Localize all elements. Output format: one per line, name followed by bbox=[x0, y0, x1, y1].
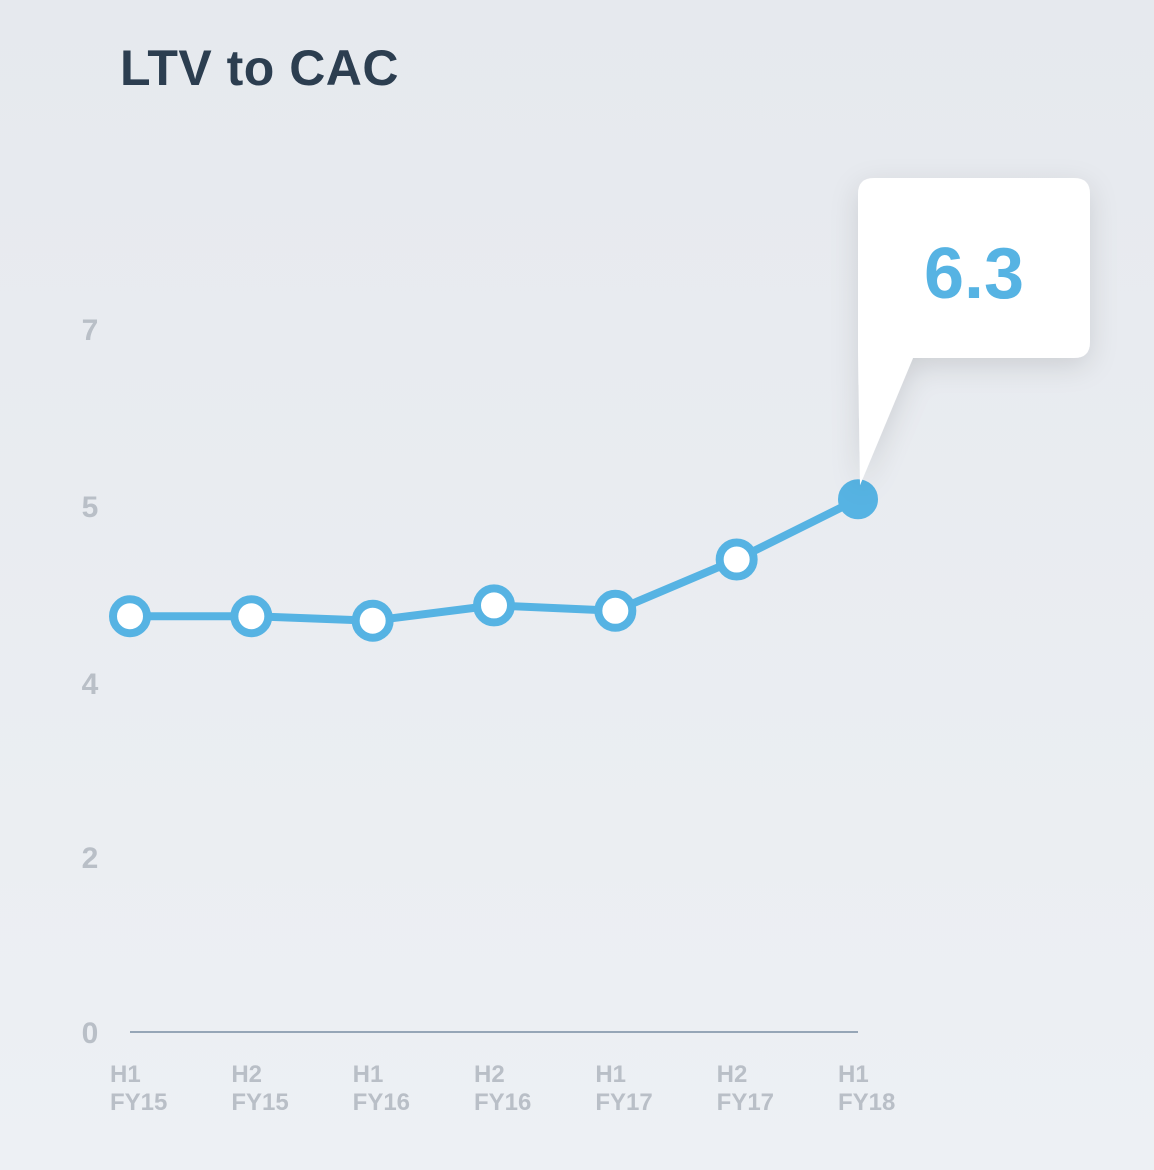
y-axis: 0 2 4 5 7 bbox=[82, 314, 99, 1050]
x-tick-label: FY16 bbox=[474, 1089, 531, 1116]
series-layer bbox=[109, 479, 878, 642]
x-tick-label: FY17 bbox=[717, 1089, 774, 1116]
y-tick-label: 2 bbox=[82, 842, 99, 875]
x-tick-label: FY15 bbox=[110, 1089, 167, 1116]
data-point[interactable] bbox=[109, 595, 151, 638]
y-tick-label: 5 bbox=[82, 491, 99, 524]
x-tick-label: FY18 bbox=[838, 1089, 895, 1116]
x-tick-label: FY15 bbox=[231, 1089, 288, 1116]
x-tick-label: H2 bbox=[717, 1061, 748, 1088]
x-tick-label: H1 bbox=[595, 1061, 626, 1088]
data-point[interactable] bbox=[594, 589, 637, 632]
data-point[interactable] bbox=[473, 584, 515, 627]
x-axis: H1FY15H2FY15H1FY16H2FY16H1FY17H2FY17H1FY… bbox=[110, 1031, 895, 1116]
y-tick-label: 4 bbox=[82, 668, 99, 701]
highlighted-data-point[interactable] bbox=[838, 479, 878, 520]
x-tick-label: H1 bbox=[110, 1061, 141, 1088]
y-tick-label: 7 bbox=[82, 314, 99, 347]
data-point[interactable] bbox=[715, 538, 758, 581]
data-point[interactable] bbox=[351, 599, 394, 642]
y-tick-label: 0 bbox=[82, 1017, 99, 1050]
x-tick-label: FY16 bbox=[353, 1089, 410, 1116]
tooltip-callout bbox=[858, 178, 1090, 486]
chart-title: LTV to CAC bbox=[120, 40, 400, 96]
data-point[interactable] bbox=[230, 595, 273, 638]
x-tick-label: H2 bbox=[231, 1061, 262, 1088]
tooltip-layer: 6.3 bbox=[858, 178, 1090, 486]
x-tick-label: FY17 bbox=[595, 1089, 652, 1116]
x-tick-label: H2 bbox=[474, 1061, 505, 1088]
tooltip-value: 6.3 bbox=[924, 234, 1024, 314]
x-tick-label: H1 bbox=[353, 1061, 384, 1088]
x-tick-label: H1 bbox=[838, 1061, 869, 1088]
